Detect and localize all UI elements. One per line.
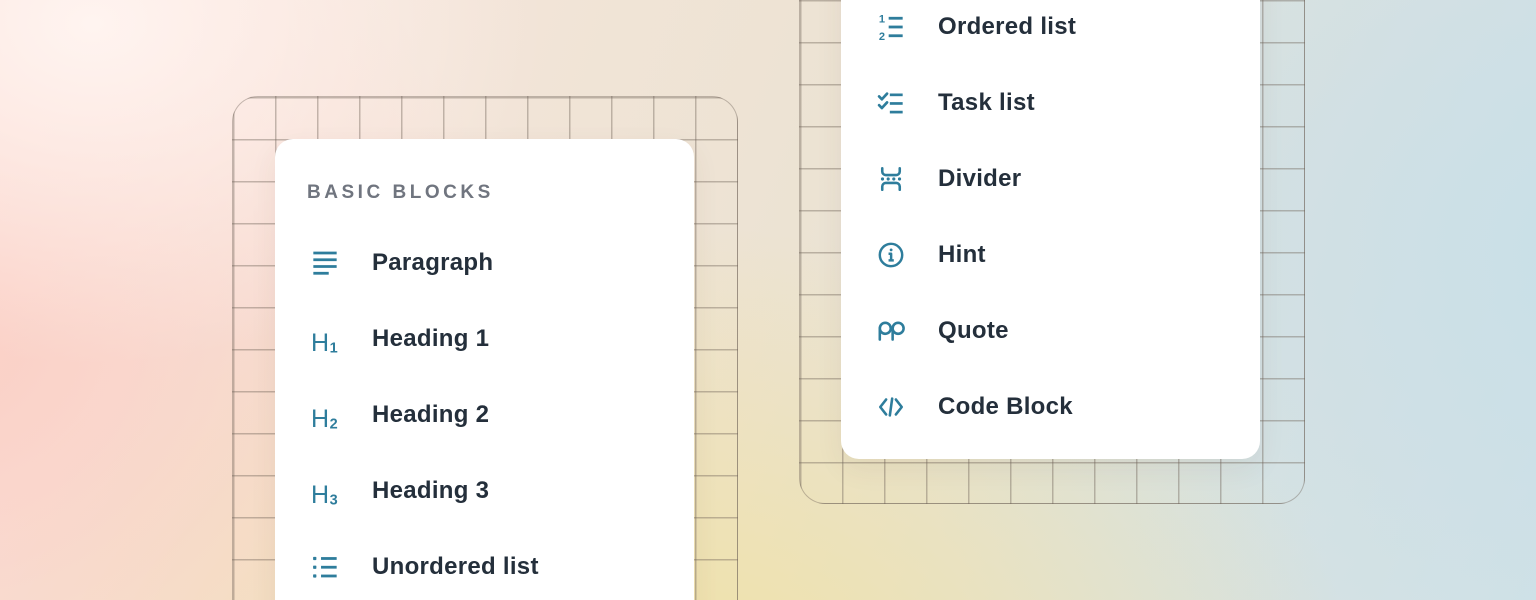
blocks-menu-card: 1 2 Ordered list — [841, 0, 1260, 459]
menu-item-unordered-list[interactable]: Unordered list — [275, 529, 694, 600]
menu-item-label: Heading 2 — [372, 401, 490, 428]
paragraph-icon — [311, 249, 339, 277]
hint-icon — [877, 241, 905, 269]
menu-item-divider[interactable]: Divider — [841, 141, 1260, 217]
menu-item-hint[interactable]: Hint — [841, 217, 1260, 293]
quote-icon — [877, 317, 905, 345]
menu-item-label: Quote — [938, 317, 1009, 344]
divider-icon — [877, 165, 905, 193]
menu-item-label: Code Block — [938, 393, 1073, 420]
menu-item-label: Ordered list — [938, 13, 1077, 40]
menu-item-label: Paragraph — [372, 249, 494, 276]
unordered-list-icon — [311, 553, 339, 581]
menu-item-quote[interactable]: Quote — [841, 293, 1260, 369]
menu-item-label: Unordered list — [372, 553, 539, 580]
menu-item-task-list[interactable]: Task list — [841, 65, 1260, 141]
ordered-list-icon: 1 2 — [877, 13, 905, 41]
menu-item-ordered-list[interactable]: 1 2 Ordered list — [841, 0, 1260, 65]
menu-item-label: Task list — [938, 89, 1035, 116]
menu-item-label: Heading 1 — [372, 325, 490, 352]
section-header-basic-blocks: BASIC BLOCKS — [307, 182, 494, 203]
code-block-icon — [877, 393, 905, 421]
menu-item-label: Hint — [938, 241, 986, 268]
menu-item-paragraph[interactable]: Paragraph — [275, 225, 694, 301]
menu-item-label: Heading 3 — [372, 477, 490, 504]
svg-text:2: 2 — [879, 31, 885, 41]
task-list-icon — [877, 89, 905, 117]
menu-item-label: Divider — [938, 165, 1022, 192]
svg-text:1: 1 — [879, 13, 885, 25]
menu-item-code-block[interactable]: Code Block — [841, 369, 1260, 445]
blocks-list: 1 2 Ordered list — [841, 0, 1260, 445]
